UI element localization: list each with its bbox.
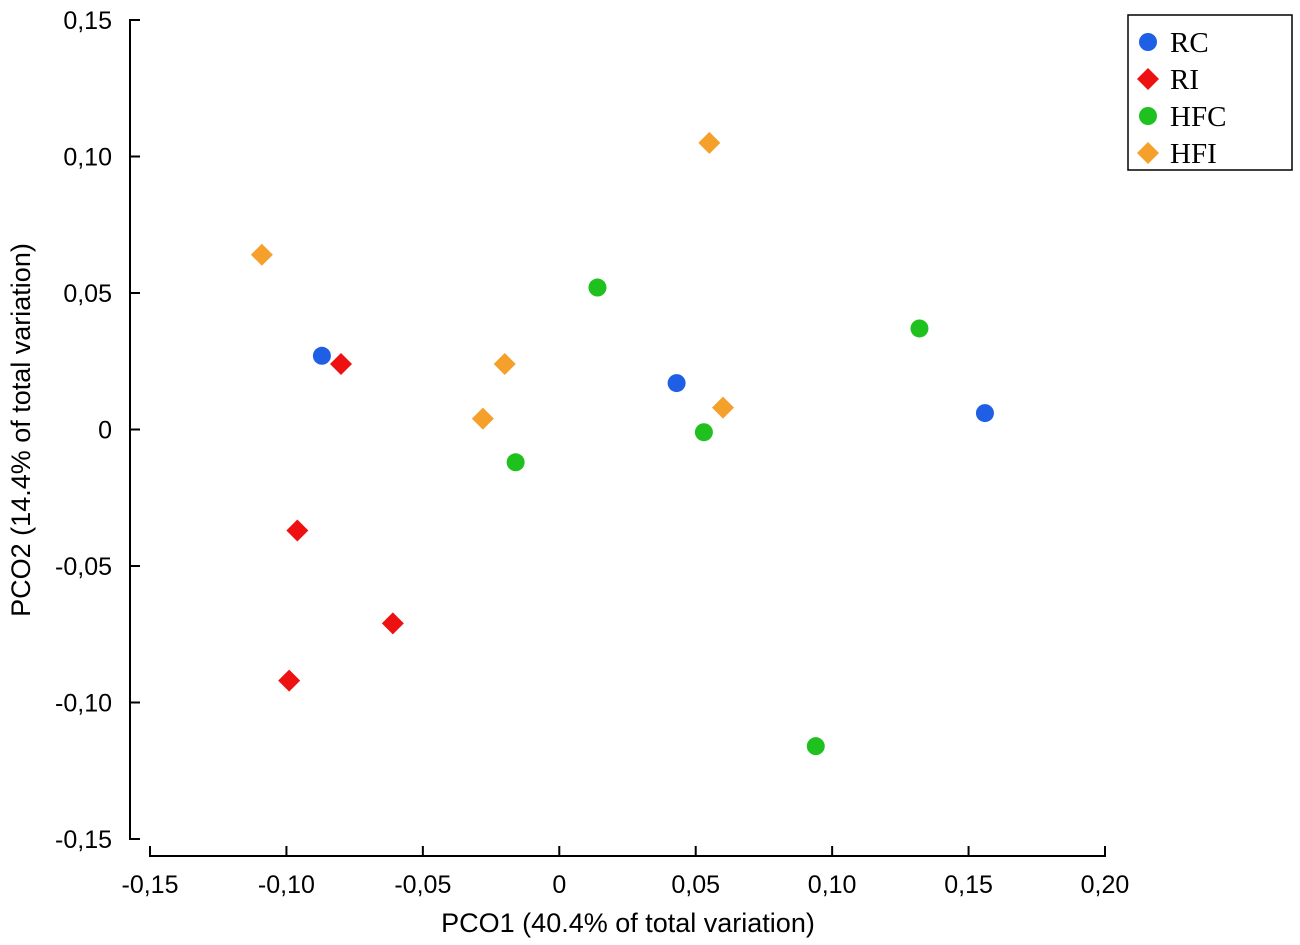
x-axis: -0,15 -0,10 -0,05 0 0,05 0,10 0,15 0,20 — [122, 846, 1130, 899]
x-tick-label: 0,10 — [808, 871, 857, 899]
y-tick-label: 0,15 — [63, 7, 112, 35]
x-tick-label: 0 — [552, 871, 566, 899]
legend: RC RI HFC HFI — [1127, 14, 1293, 171]
y-tick-label: -0,05 — [55, 553, 112, 581]
y-tick-label: 0,10 — [63, 144, 112, 172]
data-point-ri — [381, 612, 404, 635]
x-tick-label: 0,15 — [944, 871, 993, 899]
data-point-rc — [312, 346, 331, 365]
legend-label-hfi: HFI — [1170, 138, 1217, 170]
x-tick-label: -0,05 — [394, 871, 451, 899]
legend-marker-rc — [1139, 33, 1157, 51]
series-hfc — [506, 278, 929, 756]
data-point-rc — [975, 404, 994, 423]
y-axis-title: PCO2 (14.4% of total variation) — [6, 243, 36, 617]
y-tick-label: 0 — [98, 417, 112, 445]
data-point-hfc — [910, 319, 929, 338]
legend-marker-hfc — [1139, 107, 1157, 125]
data-point-hfi — [698, 131, 721, 154]
data-point-hfc — [588, 278, 607, 297]
data-point-hfc — [694, 423, 713, 442]
data-point-hfc — [806, 737, 825, 756]
x-tick-label: 0,20 — [1081, 871, 1130, 899]
data-point-hfc — [506, 453, 525, 472]
data-point-hfi — [493, 352, 516, 375]
data-points — [250, 131, 994, 756]
legend-marker-hfi — [1137, 142, 1159, 164]
legend-label-rc: RC — [1170, 27, 1209, 59]
data-point-hfi — [250, 243, 273, 266]
y-tick-label: -0,10 — [55, 690, 112, 718]
legend-label-ri: RI — [1170, 64, 1199, 96]
y-tick-label: 0,05 — [63, 280, 112, 308]
data-point-hfi — [471, 407, 494, 430]
data-point-ri — [330, 352, 352, 375]
series-ri — [278, 352, 404, 692]
data-point-rc — [667, 374, 686, 393]
data-point-hfi — [712, 396, 734, 419]
data-point-ri — [286, 519, 309, 542]
y-tick-label: -0,15 — [55, 826, 112, 854]
legend-label-hfc: HFC — [1170, 101, 1226, 133]
x-tick-label: -0,10 — [258, 871, 315, 899]
x-axis-title: PCO1 (40.4% of total variation) — [441, 908, 815, 938]
legend-marker-ri — [1137, 68, 1159, 90]
x-tick-label: -0,15 — [122, 871, 179, 899]
x-tick-label: 0,05 — [671, 871, 720, 899]
y-axis: 0,15 0,10 0,05 0 -0,05 -0,10 -0,15 — [55, 7, 140, 854]
series-hfi — [250, 131, 734, 430]
series-rc — [312, 346, 994, 423]
data-point-ri — [278, 669, 301, 692]
